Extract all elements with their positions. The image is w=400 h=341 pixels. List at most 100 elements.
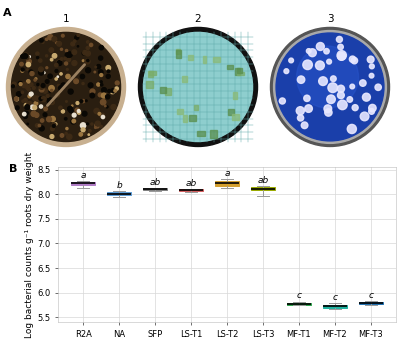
Circle shape (15, 97, 18, 101)
Circle shape (82, 51, 86, 55)
Circle shape (44, 72, 45, 74)
Circle shape (85, 59, 90, 64)
Circle shape (98, 93, 102, 97)
Circle shape (25, 85, 28, 88)
Circle shape (50, 127, 54, 131)
Circle shape (98, 113, 101, 115)
Circle shape (35, 78, 37, 80)
Circle shape (21, 68, 24, 71)
Circle shape (102, 88, 106, 92)
Circle shape (46, 94, 49, 98)
Circle shape (50, 89, 53, 92)
Circle shape (74, 79, 78, 84)
Circle shape (46, 55, 48, 57)
Circle shape (100, 113, 105, 118)
Circle shape (85, 51, 90, 56)
Circle shape (91, 123, 93, 125)
Circle shape (82, 111, 87, 116)
Circle shape (21, 70, 24, 72)
Circle shape (80, 74, 84, 79)
Circle shape (347, 97, 352, 102)
Circle shape (84, 50, 88, 54)
Circle shape (27, 123, 28, 125)
Text: c: c (368, 291, 373, 300)
Circle shape (106, 95, 110, 99)
Bar (176, 109, 183, 114)
Circle shape (31, 111, 36, 117)
Circle shape (110, 89, 115, 94)
Circle shape (39, 59, 42, 62)
Circle shape (112, 91, 114, 93)
Circle shape (49, 48, 54, 52)
Circle shape (360, 112, 369, 121)
Bar (176, 49, 180, 54)
Circle shape (57, 61, 62, 65)
Circle shape (71, 42, 75, 46)
Circle shape (113, 90, 114, 91)
Circle shape (90, 89, 95, 94)
Circle shape (369, 108, 374, 114)
Circle shape (66, 49, 68, 52)
Circle shape (98, 56, 103, 60)
Circle shape (87, 59, 89, 62)
Circle shape (72, 119, 76, 123)
PathPatch shape (108, 192, 131, 195)
Circle shape (46, 38, 48, 40)
Circle shape (362, 93, 370, 101)
Circle shape (38, 124, 40, 127)
Circle shape (36, 52, 39, 55)
Circle shape (360, 80, 366, 86)
Circle shape (12, 85, 14, 88)
Circle shape (34, 102, 38, 105)
Circle shape (338, 53, 346, 60)
Circle shape (47, 117, 52, 122)
Circle shape (80, 100, 83, 103)
Y-axis label: Log bacterial counts g⁻¹ roots dry weight: Log bacterial counts g⁻¹ roots dry weigh… (25, 152, 34, 338)
Circle shape (95, 127, 96, 129)
Bar (182, 76, 187, 83)
Circle shape (82, 100, 85, 103)
Circle shape (30, 83, 33, 86)
Circle shape (289, 58, 294, 63)
Circle shape (79, 133, 82, 136)
Circle shape (6, 27, 126, 147)
Circle shape (297, 76, 305, 84)
Circle shape (21, 55, 24, 58)
Circle shape (12, 32, 120, 142)
Circle shape (60, 73, 62, 75)
Circle shape (55, 70, 58, 72)
Circle shape (67, 52, 72, 57)
PathPatch shape (143, 188, 167, 190)
Circle shape (308, 49, 316, 57)
Text: b: b (116, 180, 122, 190)
Bar (197, 131, 205, 136)
Circle shape (32, 96, 37, 100)
Circle shape (48, 74, 52, 78)
Circle shape (33, 106, 37, 109)
Circle shape (42, 41, 44, 43)
Bar (202, 56, 206, 63)
Circle shape (26, 86, 30, 89)
Text: ab: ab (257, 176, 268, 185)
Bar (228, 109, 234, 115)
Circle shape (64, 62, 68, 65)
Circle shape (90, 84, 92, 85)
Circle shape (101, 115, 104, 119)
Circle shape (23, 53, 28, 58)
Circle shape (41, 84, 45, 87)
Bar (148, 71, 153, 77)
Circle shape (100, 125, 102, 128)
Circle shape (97, 83, 100, 86)
Circle shape (72, 50, 76, 55)
Circle shape (32, 87, 35, 89)
Circle shape (43, 113, 47, 117)
PathPatch shape (251, 187, 275, 190)
Circle shape (336, 36, 342, 42)
Bar (176, 50, 181, 58)
Bar (210, 130, 216, 138)
Bar (233, 92, 238, 99)
Circle shape (61, 83, 66, 88)
Circle shape (337, 51, 346, 60)
Circle shape (19, 83, 22, 86)
Circle shape (34, 113, 39, 117)
